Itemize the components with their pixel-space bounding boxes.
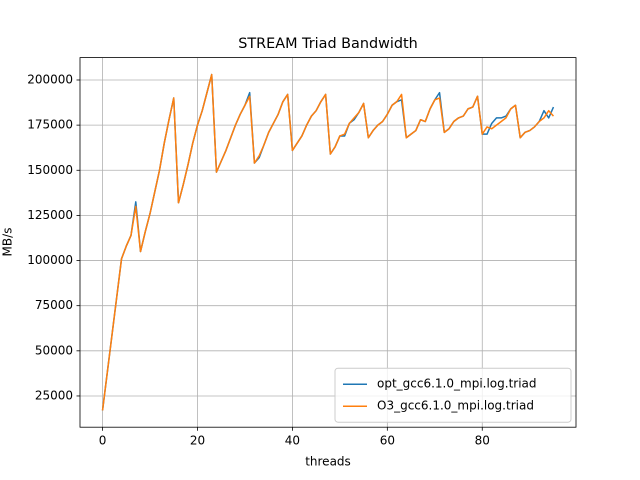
y-axis-label: MB/s <box>1 228 15 257</box>
legend-label: O3_gcc6.1.0_mpi.log.triad <box>377 399 534 413</box>
legend-label: opt_gcc6.1.0_mpi.log.triad <box>377 377 537 391</box>
x-tick-label: 40 <box>285 434 300 448</box>
x-tick-label: 0 <box>99 434 107 448</box>
y-tick-label: 125000 <box>27 208 73 222</box>
y-tick-label: 200000 <box>27 72 73 86</box>
data-line <box>101 73 555 411</box>
x-axis-label: threads <box>305 455 351 469</box>
x-tick-label: 80 <box>475 434 490 448</box>
y-tick-label: 150000 <box>27 163 73 177</box>
x-tick-label: 20 <box>190 434 205 448</box>
y-tick-label: 175000 <box>27 118 73 132</box>
x-tick-label: 60 <box>380 434 395 448</box>
y-tick-label: 100000 <box>27 253 73 267</box>
legend-box <box>334 367 572 423</box>
y-tick-label: 75000 <box>35 298 73 312</box>
y-tick-label: 25000 <box>35 388 73 402</box>
chart-title: STREAM Triad Bandwidth <box>238 36 418 52</box>
plot-frame <box>79 57 577 428</box>
y-tick-label: 50000 <box>35 343 73 357</box>
